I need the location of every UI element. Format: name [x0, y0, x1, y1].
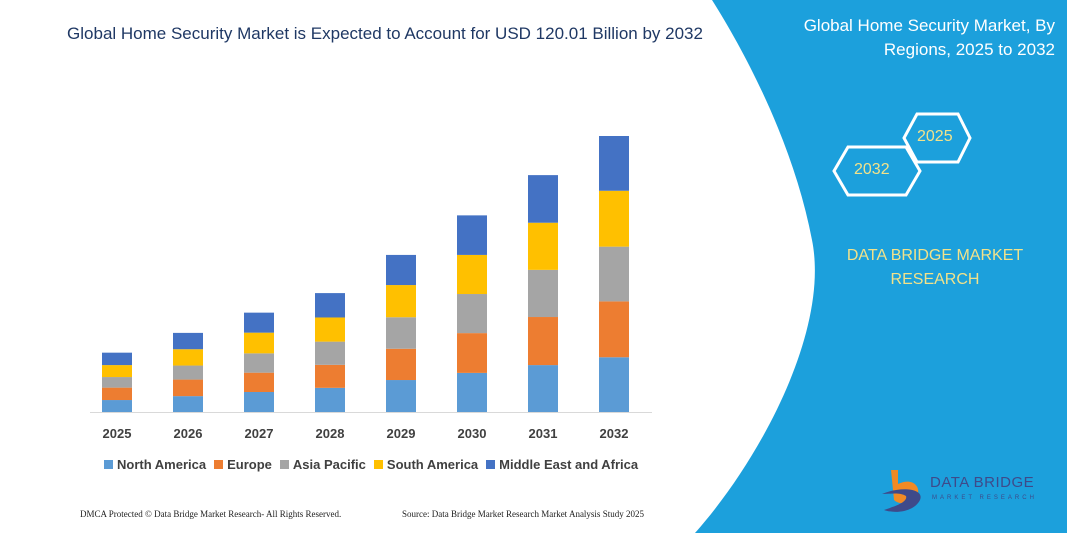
bar-segment-europe-2026	[173, 379, 203, 397]
legend-swatch	[214, 460, 224, 469]
bar-segment-middle-east-and-africa-2029	[386, 254, 416, 286]
legend-item-north-america: North America	[104, 457, 206, 472]
x-tick-label: 2026	[174, 426, 203, 441]
x-tick-label: 2027	[245, 426, 274, 441]
bar-segment-asia-pacific-2031	[528, 269, 558, 318]
bar-segment-south-america-2027	[244, 332, 274, 354]
bar-segment-north-america-2032	[599, 357, 629, 412]
hex-label-2032: 2032	[854, 161, 890, 178]
legend-swatch	[104, 460, 113, 469]
x-tick-label: 2028	[316, 426, 345, 441]
brand-text: DATA BRIDGE MARKET RESEARCH	[846, 247, 1024, 288]
chart-title: Global Home Security Market is Expected …	[67, 24, 703, 43]
data-bridge-logo-icon	[882, 470, 921, 512]
hex-label-2025: 2025	[917, 128, 953, 145]
bar-segment-north-america-2027	[244, 391, 274, 412]
legend-label: Asia Pacific	[292, 457, 366, 472]
legend-label: Middle East and Africa	[499, 457, 639, 472]
legend-swatch	[279, 460, 289, 469]
x-tick-label: 2032	[600, 426, 629, 441]
x-tick-label: 2031	[529, 426, 558, 441]
bar-segment-north-america-2030	[457, 372, 487, 412]
bar-segment-europe-2029	[386, 348, 416, 381]
x-tick-label: 2030	[458, 426, 487, 441]
chart-legend: North America Europe Asia Pacific South …	[104, 457, 638, 472]
bar-segment-middle-east-and-africa-2025	[102, 352, 132, 366]
bar-segment-south-america-2030	[457, 254, 487, 295]
bar-segment-asia-pacific-2030	[457, 294, 487, 334]
side-panel-title: Global Home Security Market, By Regions,…	[803, 16, 1055, 59]
legend-label: South America	[386, 457, 479, 472]
side-panel-background	[695, 0, 1067, 533]
bar-segment-middle-east-and-africa-2028	[315, 293, 345, 318]
x-tick-label: 2025	[103, 426, 132, 441]
legend-item-asia-pacific: Asia Pacific	[279, 457, 366, 472]
bar-segment-europe-2025	[102, 387, 132, 401]
bar-segment-north-america-2025	[102, 400, 132, 412]
bar-segment-middle-east-and-africa-2026	[173, 332, 203, 350]
x-tick-label: 2029	[387, 426, 416, 441]
bar-segment-asia-pacific-2028	[315, 341, 345, 365]
bar-segment-europe-2032	[599, 301, 629, 358]
legend-label: North America	[117, 457, 207, 472]
bar-segment-south-america-2031	[528, 222, 558, 270]
hexagon-2032	[832, 145, 922, 197]
bar-segment-middle-east-and-africa-2031	[528, 175, 558, 223]
bar-segment-north-america-2031	[528, 365, 558, 412]
bar-segment-asia-pacific-2026	[173, 365, 203, 380]
bar-segment-asia-pacific-2032	[599, 246, 629, 302]
legend-label: Europe	[227, 457, 272, 472]
bar-segment-south-america-2029	[386, 285, 416, 318]
bar-segment-asia-pacific-2029	[386, 317, 416, 349]
bar-segment-asia-pacific-2027	[244, 353, 274, 373]
bar-segment-europe-2030	[457, 333, 487, 373]
legend-swatch	[486, 460, 496, 469]
footer-copyright: DMCA Protected © Data Bridge Market Rese…	[80, 509, 342, 519]
logo-text: DATA BRIDGE	[930, 474, 1035, 491]
bar-segment-south-america-2032	[599, 190, 629, 247]
bar-segment-south-america-2025	[102, 365, 132, 378]
bar-segment-south-america-2026	[173, 349, 203, 366]
legend-item-middle-east-africa: Middle East and Africa	[486, 457, 638, 472]
legend-swatch	[373, 460, 383, 469]
bar-segment-middle-east-and-africa-2027	[244, 312, 274, 333]
bar-segment-europe-2031	[528, 317, 558, 366]
bar-segment-north-america-2028	[315, 387, 345, 412]
legend-item-europe: Europe	[214, 457, 272, 472]
logo-subtext: MARKET RESEARCH	[932, 495, 1037, 501]
legend-item-south-america: South America	[373, 457, 479, 472]
bar-segment-south-america-2028	[315, 317, 345, 342]
bar-segment-middle-east-and-africa-2032	[599, 136, 629, 191]
hexagon-2025	[902, 112, 972, 164]
bar-segment-north-america-2026	[173, 396, 203, 412]
bar-segment-europe-2028	[315, 364, 345, 388]
footer-source: Source: Data Bridge Market Research Mark…	[402, 509, 644, 519]
bar-segment-asia-pacific-2025	[102, 377, 132, 388]
bar-segment-middle-east-and-africa-2030	[457, 215, 487, 255]
bar-segment-north-america-2029	[386, 380, 416, 412]
bar-segment-europe-2027	[244, 372, 274, 392]
